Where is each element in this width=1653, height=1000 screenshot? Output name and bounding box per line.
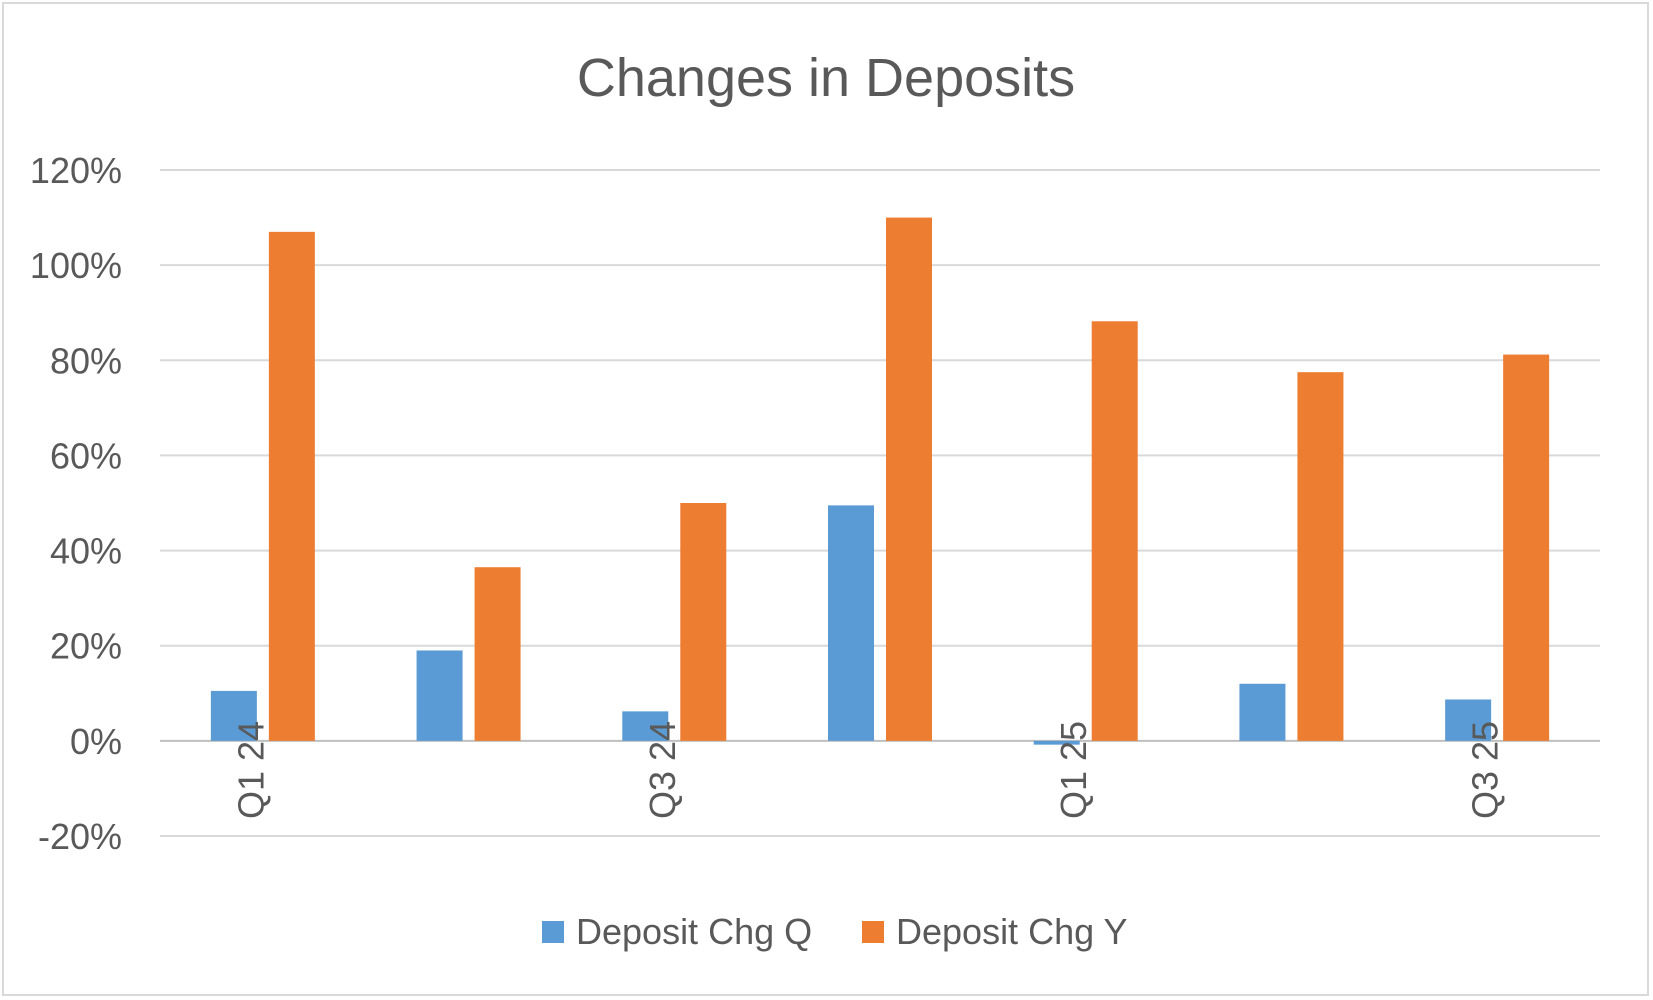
bar-deposit-chg-q-q2-25 (1239, 683, 1286, 741)
y-tick-label: 20% (50, 626, 122, 667)
x-tick-label: Q1 24 (230, 721, 271, 819)
bar-deposit-chg-q-q3-25 (1445, 699, 1492, 741)
x-tick-label: Q1 25 (1053, 721, 1094, 819)
y-tick-label: 40% (50, 531, 122, 572)
legend-label: Deposit Chg Y (896, 911, 1127, 952)
x-tick-label: Q3 25 (1465, 721, 1506, 819)
bar-deposit-chg-y-q1-24 (268, 231, 315, 741)
x-tick-label: Q3 24 (642, 721, 683, 819)
bar-deposit-chg-q-q3-24 (622, 711, 669, 741)
y-tick-label: 120% (30, 150, 122, 191)
x-axis-tick-labels: Q1 24 Q3 24 Q1 25 Q3 25 (230, 721, 1505, 819)
bar-deposit-chg-y-q4-24 (886, 217, 932, 741)
bar-deposit-chg-y-q2-25 (1297, 372, 1344, 741)
bar-deposit-chg-y-q3-25 (1503, 354, 1550, 741)
bar-deposit-chg-y-q2-24 (474, 567, 521, 741)
y-axis-tick-labels: -20% 0% 20% 40% 60% 80% 100% 120% (30, 150, 122, 857)
bar-deposit-chg-q-q2-24 (416, 650, 463, 741)
bar-deposit-chg-q-q1-24 (210, 690, 257, 741)
y-tick-label: -20% (38, 816, 122, 857)
y-tick-label: 0% (70, 721, 122, 762)
legend-swatch (542, 921, 564, 943)
y-tick-label: 60% (50, 435, 122, 476)
bar-deposit-chg-q-q4-24 (828, 505, 874, 741)
legend-label: Deposit Chg Q (576, 911, 812, 952)
bars (210, 217, 1550, 745)
bar-deposit-chg-y-q3-24 (680, 503, 727, 741)
gridlines (160, 169, 1600, 837)
chart-title: Changes in Deposits (577, 48, 1075, 108)
bar-deposit-chg-y-q1-25 (1091, 321, 1138, 741)
legend-swatch (862, 921, 884, 943)
legend: Deposit Chg Q Deposit Chg Y (542, 911, 1127, 952)
y-tick-label: 100% (30, 245, 122, 286)
bar-deposit-chg-q-q1-25 (1033, 740, 1080, 745)
y-tick-label: 80% (50, 340, 122, 381)
